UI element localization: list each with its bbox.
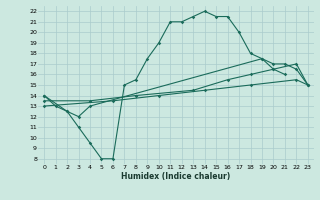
X-axis label: Humidex (Indice chaleur): Humidex (Indice chaleur)	[121, 172, 231, 181]
